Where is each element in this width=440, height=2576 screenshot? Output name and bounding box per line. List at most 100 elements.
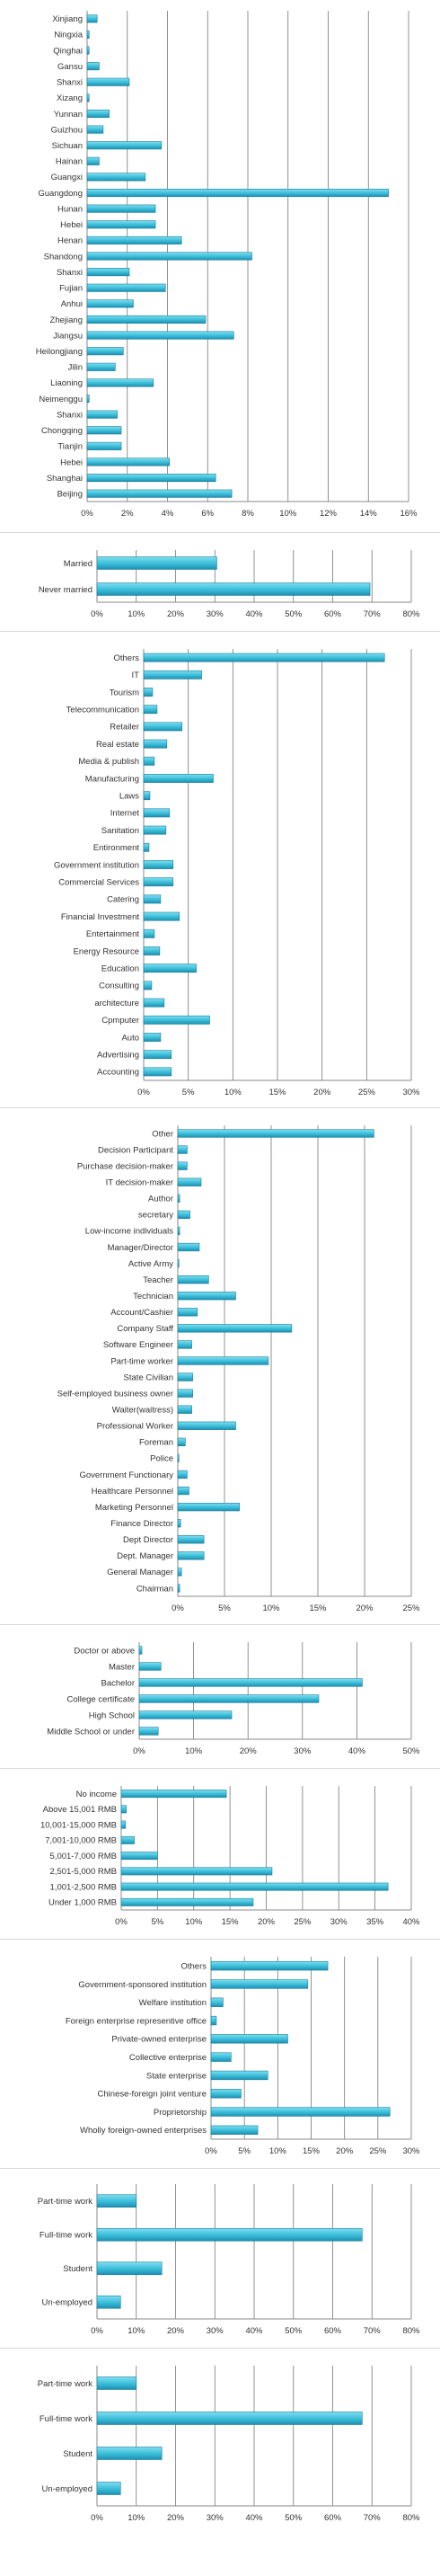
bar [177, 1470, 188, 1479]
bar-chart-7: 0% 5% 10% 15% 20% 25% 30% Others Government-spon… [66, 1957, 420, 2156]
bar [177, 1453, 180, 1463]
category-label: Beijing [57, 489, 83, 499]
bar [177, 1145, 188, 1154]
x-tick-label: 4% [162, 509, 174, 519]
bar-chart-2: 0% 10% 20% 30% 40% 50% 60% 70% 80% Married Never m… [39, 550, 420, 619]
category-label: Foreign enterprise representive office [66, 2016, 207, 2026]
category-label: Finance Director [110, 1519, 173, 1529]
bar [143, 894, 162, 904]
x-tick-label: 0% [133, 1746, 145, 1756]
bar [86, 441, 122, 450]
x-tick-label: 10% [128, 609, 145, 619]
category-label: General Manager [107, 1568, 173, 1577]
x-tick-label: 40% [348, 1746, 366, 1756]
x-tick-label: 20% [258, 1917, 276, 1927]
bar [120, 1882, 389, 1891]
x-tick-label: 50% [285, 609, 303, 619]
category-label: Police [150, 1454, 173, 1464]
chart-separator [0, 2168, 440, 2169]
bar [120, 1820, 127, 1829]
x-tick-label: 40% [245, 2326, 263, 2336]
bar [96, 556, 217, 570]
bar-chart-4: 0% 5% 10% 15% 20% 25% Other Decision Participan… [57, 1125, 420, 1613]
bar [143, 1067, 172, 1077]
x-tick-label: 10% [224, 1088, 242, 1097]
x-tick-label: 40% [402, 1917, 420, 1927]
category-label: Manager/Director [108, 1243, 173, 1253]
bar [143, 688, 154, 697]
bar [120, 1835, 135, 1844]
category-label: Student [63, 2449, 92, 2459]
bar [86, 474, 216, 483]
x-tick-label: 20% [167, 609, 185, 619]
x-tick-label: 30% [330, 1917, 348, 1927]
chart-separator [0, 1624, 440, 1625]
x-tick-label: 40% [245, 2513, 263, 2523]
bar [138, 1694, 320, 1703]
x-tick-label: 30% [402, 1088, 420, 1097]
x-tick-label: 30% [207, 2513, 224, 2523]
category-label: Company Staff [117, 1324, 173, 1334]
bar [120, 1867, 273, 1876]
bar [143, 1050, 172, 1060]
bar [177, 1226, 180, 1236]
bar [86, 426, 122, 435]
category-label: Shanghai [47, 474, 83, 484]
category-label: No income [76, 1790, 117, 1799]
category-label: 7,001-10,000 RMB [45, 1836, 117, 1846]
category-label: Chairman [136, 1584, 173, 1594]
x-tick-label: 80% [402, 609, 420, 619]
category-label: Dept Director [123, 1535, 173, 1545]
category-label: Jilin [68, 363, 83, 373]
category-label: Healthcare Personnel [92, 1487, 173, 1497]
bar [96, 2261, 163, 2276]
bar [96, 582, 371, 596]
bar [177, 1584, 180, 1593]
category-label: Foreman [139, 1438, 173, 1448]
category-label: Laws [119, 792, 139, 802]
bar-chart-6: 0% 5% 10% 15% 20% 25% 30% 35% 40% No income Above … [40, 1786, 420, 1927]
bar [120, 1805, 127, 1814]
category-label: Ningxia [54, 31, 83, 40]
bar [86, 46, 90, 55]
bar [177, 1129, 374, 1138]
category-label: Commercial Services [58, 878, 139, 888]
category-label: Part-time worker [110, 1356, 173, 1366]
category-label: Account/Cashier [110, 1308, 173, 1318]
x-tick-label: 10% [269, 2146, 287, 2156]
bar [177, 1535, 205, 1544]
bar [177, 1340, 192, 1349]
bar [143, 722, 183, 732]
category-label: Neimenggu [39, 395, 83, 404]
x-tick-label: 0% [81, 509, 93, 519]
bar [177, 1258, 180, 1268]
category-label: Tourism [110, 688, 139, 697]
category-label: Doctor or above [74, 1646, 135, 1656]
category-label: 5,001-7,000 RMB [50, 1852, 117, 1861]
bar [138, 1727, 159, 1736]
bar [96, 2295, 121, 2309]
x-tick-label: 15% [309, 1603, 327, 1613]
category-label: 10,001-15,000 RMB [40, 1820, 117, 1830]
bar [177, 1405, 192, 1414]
x-tick-label: 80% [402, 2326, 420, 2336]
bar [143, 981, 153, 990]
category-label: Fujian [59, 284, 83, 294]
bar [210, 1997, 224, 2007]
category-label: Active Army [128, 1259, 173, 1269]
bar [177, 1519, 181, 1528]
x-tick-label: 0% [137, 1088, 150, 1097]
bar-chart-9: 0% 10% 20% 30% 40% 50% 60% 70% 80% Part-time work… [38, 2366, 420, 2523]
category-label: IT [132, 671, 140, 680]
x-tick-label: 60% [324, 2326, 342, 2336]
category-label: Dept. Manager [117, 1551, 173, 1561]
category-label: Purchase decision-maker [77, 1161, 173, 1171]
bar [138, 1646, 143, 1655]
x-tick-label: 10% [279, 509, 297, 519]
category-label: Middle School or under [47, 1727, 135, 1737]
x-tick-label: 0% [172, 1603, 184, 1613]
bar [86, 394, 90, 404]
category-label: Xizang [57, 93, 83, 103]
category-label: Collective enterprise [129, 2053, 207, 2063]
category-label: Un-employed [42, 2484, 93, 2494]
